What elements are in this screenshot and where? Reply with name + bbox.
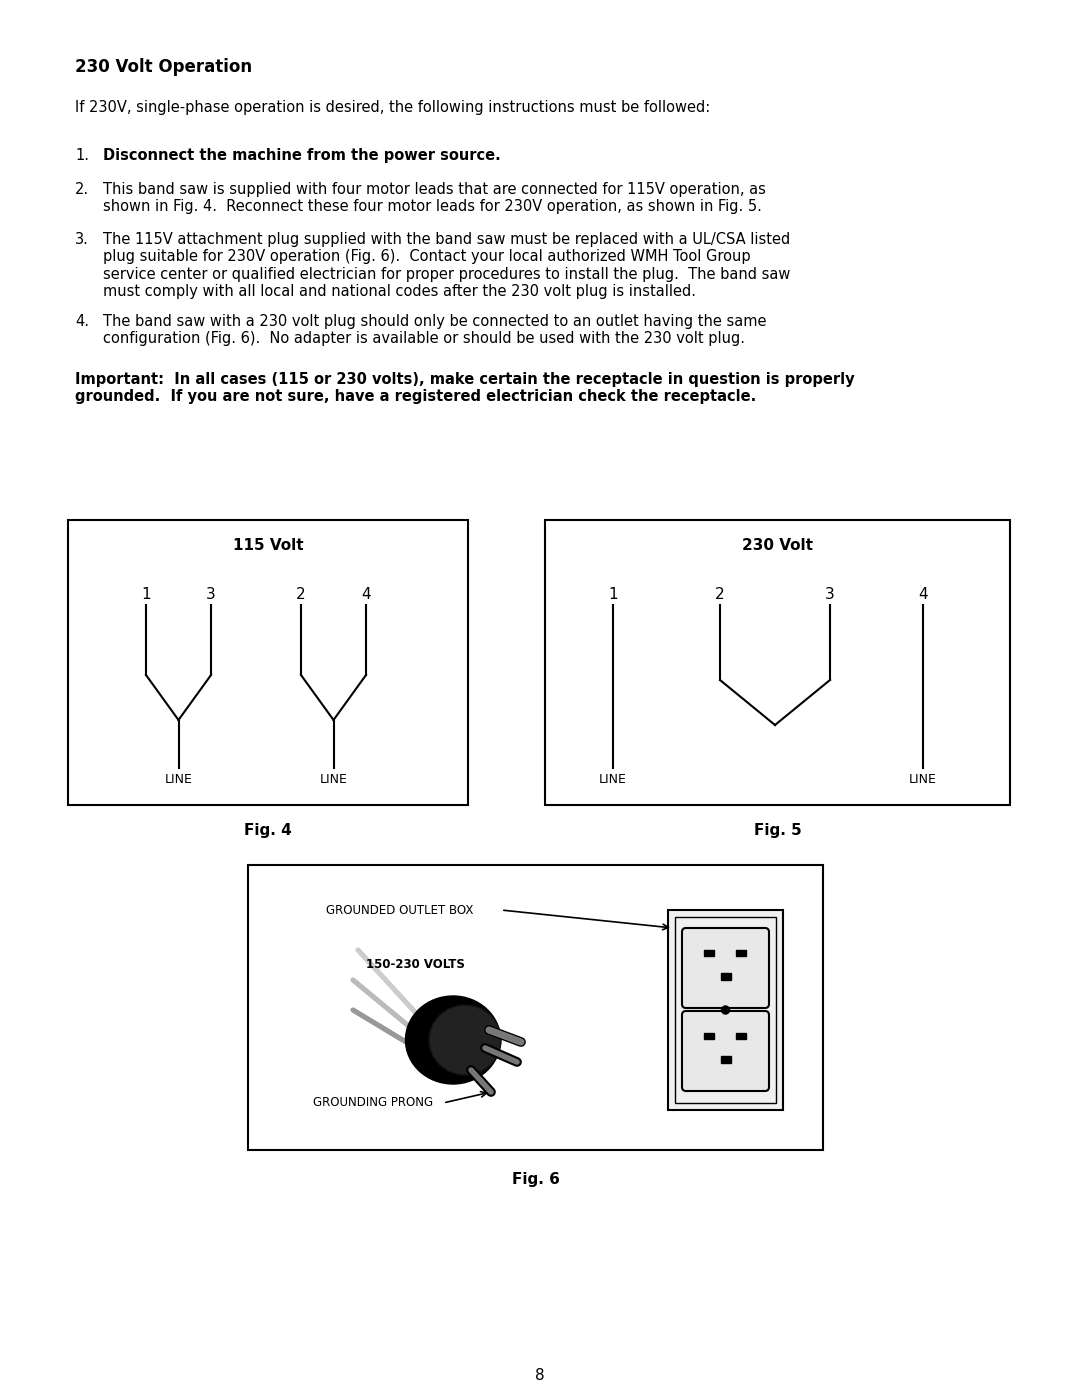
Text: GROUNDED OUTLET BOX: GROUNDED OUTLET BOX	[326, 904, 473, 916]
Text: Fig. 4: Fig. 4	[244, 823, 292, 838]
Ellipse shape	[405, 996, 500, 1084]
Text: 230 Volt: 230 Volt	[742, 538, 813, 553]
Text: 1.: 1.	[75, 148, 89, 163]
Text: This band saw is supplied with four motor leads that are connected for 115V oper: This band saw is supplied with four moto…	[103, 182, 766, 214]
FancyBboxPatch shape	[681, 928, 769, 1009]
FancyBboxPatch shape	[681, 1011, 769, 1091]
Text: 1: 1	[141, 587, 151, 602]
Text: If 230V, single-phase operation is desired, the following instructions must be f: If 230V, single-phase operation is desir…	[75, 101, 711, 115]
Bar	[735, 950, 745, 956]
Text: 4: 4	[918, 587, 928, 602]
Text: 115 Volt: 115 Volt	[232, 538, 303, 553]
Text: LINE: LINE	[909, 773, 937, 787]
Bar	[735, 1032, 745, 1039]
Text: LINE: LINE	[599, 773, 626, 787]
Text: The band saw with a 230 volt plug should only be connected to an outlet having t: The band saw with a 230 volt plug should…	[103, 314, 767, 346]
Text: The 115V attachment plug supplied with the band saw must be replaced with a UL/C: The 115V attachment plug supplied with t…	[103, 232, 791, 299]
Text: 2: 2	[296, 587, 306, 602]
Bar	[703, 1032, 714, 1039]
Text: 2.: 2.	[75, 182, 90, 197]
Text: 2: 2	[715, 587, 725, 602]
Text: 3: 3	[825, 587, 835, 602]
Text: 4: 4	[361, 587, 370, 602]
Circle shape	[721, 1006, 729, 1014]
Text: GROUNDING PRONG: GROUNDING PRONG	[313, 1097, 433, 1109]
Text: 3: 3	[206, 587, 216, 602]
Bar	[720, 972, 730, 981]
Ellipse shape	[429, 1004, 501, 1076]
Bar	[248, 865, 823, 1150]
Text: Fig. 5: Fig. 5	[754, 823, 801, 838]
Text: Important:  In all cases (115 or 230 volts), make certain the receptacle in ques: Important: In all cases (115 or 230 volt…	[75, 372, 854, 404]
Text: LINE: LINE	[164, 773, 192, 787]
Text: Disconnect the machine from the power source.: Disconnect the machine from the power so…	[103, 148, 501, 163]
Bar	[68, 520, 468, 805]
Text: 150-230 VOLTS: 150-230 VOLTS	[366, 958, 464, 971]
Text: 3.: 3.	[75, 232, 89, 247]
Text: 8: 8	[536, 1368, 544, 1383]
Bar	[545, 520, 1010, 805]
Bar	[669, 909, 783, 1111]
Text: Fig. 6: Fig. 6	[512, 1172, 559, 1187]
Text: 230 Volt Operation: 230 Volt Operation	[75, 59, 252, 75]
Bar	[675, 916, 777, 1104]
Text: 4.: 4.	[75, 314, 89, 330]
Bar	[720, 1056, 730, 1063]
Text: 1: 1	[608, 587, 618, 602]
Text: LINE: LINE	[320, 773, 348, 787]
Bar	[703, 950, 714, 956]
